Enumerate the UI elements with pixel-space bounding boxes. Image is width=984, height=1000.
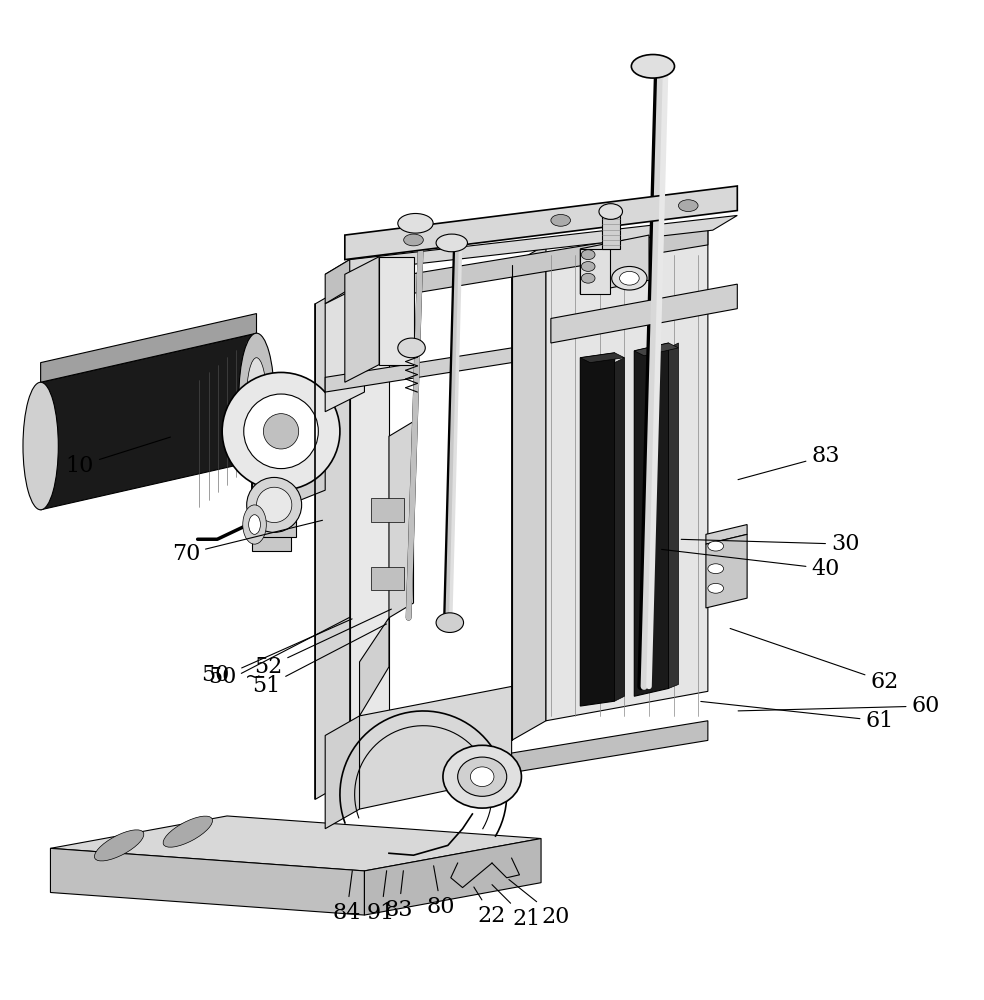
Ellipse shape [403,234,423,246]
Polygon shape [635,343,678,356]
Ellipse shape [249,515,261,534]
Polygon shape [40,314,257,382]
Polygon shape [379,257,413,365]
Text: 20: 20 [509,880,570,928]
Text: 83: 83 [385,871,413,921]
Ellipse shape [436,234,467,252]
Text: 52: 52 [254,609,392,678]
Polygon shape [581,235,649,294]
Ellipse shape [582,262,595,271]
Polygon shape [252,392,325,441]
Polygon shape [50,848,364,915]
Polygon shape [252,441,291,551]
Polygon shape [325,260,349,304]
Text: 61: 61 [701,701,893,732]
Text: 30: 30 [681,533,859,555]
Polygon shape [325,284,364,412]
Text: 80: 80 [427,866,456,918]
Ellipse shape [620,271,640,285]
Polygon shape [359,686,512,809]
Text: ~: ~ [245,668,261,687]
Text: 21: 21 [492,885,540,930]
Polygon shape [371,567,403,590]
Ellipse shape [398,213,433,233]
Polygon shape [359,618,389,716]
Ellipse shape [582,250,595,260]
Ellipse shape [436,613,463,632]
Polygon shape [344,186,737,260]
Polygon shape [581,353,615,706]
Ellipse shape [632,55,674,78]
Polygon shape [50,816,541,871]
Ellipse shape [163,816,213,847]
Ellipse shape [470,767,494,787]
Ellipse shape [678,200,698,212]
Polygon shape [325,215,737,274]
Polygon shape [602,215,620,249]
Polygon shape [325,716,359,829]
Text: 22: 22 [474,887,506,927]
Ellipse shape [239,333,275,461]
Ellipse shape [244,394,318,469]
Ellipse shape [222,372,339,490]
Ellipse shape [612,266,647,290]
Polygon shape [581,353,625,363]
Polygon shape [316,284,349,799]
Polygon shape [551,284,737,343]
Ellipse shape [443,745,522,808]
Polygon shape [546,225,707,721]
Polygon shape [706,534,747,608]
Text: 91: 91 [367,871,396,924]
Text: 62: 62 [730,628,898,693]
Ellipse shape [264,414,299,449]
Ellipse shape [23,382,58,510]
Polygon shape [389,422,413,618]
Text: 83: 83 [738,445,840,480]
Text: 70: 70 [171,520,323,565]
Text: 50: 50 [208,619,352,688]
Polygon shape [349,225,707,304]
Ellipse shape [599,204,623,219]
Ellipse shape [94,830,144,861]
Ellipse shape [257,487,292,523]
Text: 40: 40 [661,549,839,580]
Text: 60: 60 [738,695,940,717]
Polygon shape [512,245,546,740]
Text: 84: 84 [333,871,361,924]
Polygon shape [252,412,325,520]
Ellipse shape [707,583,723,593]
Ellipse shape [243,505,267,544]
Ellipse shape [247,358,267,436]
Polygon shape [635,343,668,696]
Ellipse shape [247,477,302,532]
Polygon shape [706,525,747,544]
Polygon shape [581,249,610,294]
Polygon shape [371,498,403,522]
Ellipse shape [707,564,723,574]
Polygon shape [364,839,541,915]
Polygon shape [668,343,678,688]
Polygon shape [349,721,707,799]
Polygon shape [325,348,512,392]
Polygon shape [40,333,257,510]
Text: 51: 51 [252,624,387,697]
Polygon shape [344,257,379,382]
Ellipse shape [551,214,571,226]
Ellipse shape [707,541,723,551]
Polygon shape [349,284,389,780]
Ellipse shape [582,273,595,283]
Text: 50: 50 [201,664,229,686]
Polygon shape [615,358,625,701]
Ellipse shape [458,757,507,796]
Ellipse shape [398,338,425,358]
Text: 10: 10 [66,437,170,477]
Polygon shape [253,510,296,537]
